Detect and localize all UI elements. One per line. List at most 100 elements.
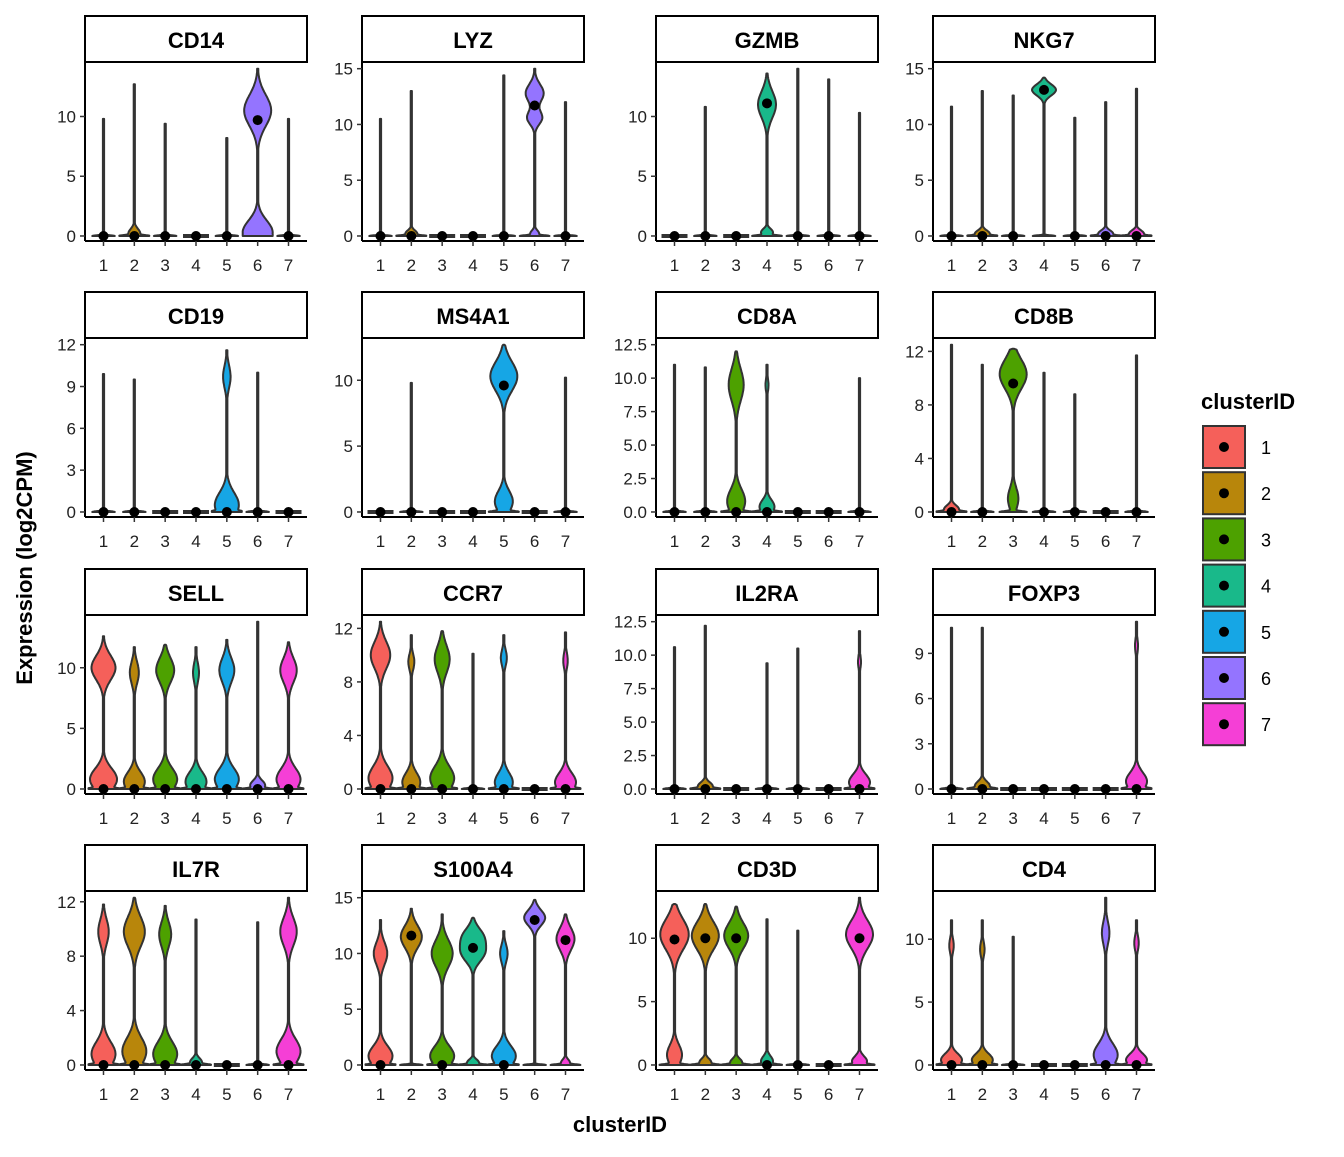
median-point bbox=[129, 230, 140, 241]
y-tick-label: 5.0 bbox=[623, 436, 647, 455]
median-point bbox=[160, 1059, 171, 1070]
facet-title: CD4 bbox=[1022, 857, 1067, 882]
median-point bbox=[1069, 230, 1080, 241]
x-tick-label: 3 bbox=[731, 809, 740, 828]
violin-cluster-3 bbox=[149, 904, 182, 1070]
y-tick-label: 6 bbox=[915, 690, 924, 709]
violin-cluster-5 bbox=[487, 634, 520, 794]
violin-body bbox=[1031, 371, 1057, 513]
median-point bbox=[221, 783, 232, 794]
violin-cluster-3 bbox=[1000, 783, 1027, 794]
violin-cluster-1 bbox=[364, 620, 397, 794]
violin-body bbox=[395, 634, 428, 790]
median-point bbox=[792, 1059, 803, 1070]
y-tick-label: 7.5 bbox=[623, 403, 647, 422]
y-tick-label: 9 bbox=[915, 644, 924, 663]
violin-cluster-5 bbox=[487, 930, 520, 1070]
x-tick-label: 2 bbox=[978, 809, 987, 828]
median-point bbox=[731, 506, 742, 517]
y-tick-label: 0 bbox=[67, 227, 76, 246]
median-point bbox=[1100, 783, 1111, 794]
y-tick-label: 9 bbox=[67, 378, 76, 397]
violin-body bbox=[368, 117, 393, 237]
violin-cluster-3 bbox=[152, 122, 178, 241]
y-tick-label: 5 bbox=[915, 993, 924, 1012]
violin-body bbox=[272, 896, 305, 1066]
median-point bbox=[191, 506, 201, 517]
y-tick-label: 0 bbox=[638, 227, 647, 246]
violin-cluster-4 bbox=[1031, 1059, 1057, 1070]
x-tick-label: 6 bbox=[253, 532, 262, 551]
violin-cluster-6 bbox=[1092, 506, 1119, 517]
x-tick-label: 6 bbox=[530, 1085, 539, 1104]
median-point bbox=[283, 230, 294, 241]
facet-strip bbox=[655, 291, 879, 339]
facet-strip bbox=[655, 15, 879, 63]
y-tick-label: 5 bbox=[67, 719, 76, 738]
facet-strip bbox=[84, 291, 308, 339]
x-tick-label: 7 bbox=[1132, 809, 1141, 828]
x-tick-label: 1 bbox=[376, 1085, 385, 1104]
median-point bbox=[977, 783, 988, 794]
violin-body bbox=[364, 620, 397, 790]
y-tick-label: 4 bbox=[915, 449, 924, 468]
violin-body bbox=[693, 366, 718, 513]
median-point bbox=[762, 506, 772, 517]
violin-body bbox=[1124, 354, 1149, 513]
violin-body bbox=[549, 631, 582, 790]
x-tick-label: 1 bbox=[947, 532, 956, 551]
median-point bbox=[946, 230, 957, 241]
violin-body bbox=[87, 903, 120, 1066]
violin-cluster-6 bbox=[815, 506, 842, 517]
violin-cluster-1 bbox=[662, 646, 687, 794]
violin-cluster-4 bbox=[751, 72, 783, 237]
median-point bbox=[977, 506, 988, 517]
violin-body bbox=[1031, 76, 1057, 237]
x-tick-label: 4 bbox=[762, 532, 771, 551]
y-tick-label: 8 bbox=[67, 947, 76, 966]
violin-cluster-2 bbox=[966, 919, 999, 1070]
median-point bbox=[129, 506, 140, 517]
legend-label: 4 bbox=[1261, 577, 1271, 597]
median-point bbox=[1008, 783, 1019, 794]
x-tick-label: 7 bbox=[284, 809, 293, 828]
violin-cluster-6 bbox=[245, 921, 270, 1070]
violin-body bbox=[693, 105, 718, 237]
median-point bbox=[221, 230, 232, 241]
violin-body bbox=[549, 913, 582, 1066]
facet-title: CD14 bbox=[168, 28, 225, 53]
violin-cluster-5 bbox=[785, 67, 811, 241]
violin-body bbox=[491, 74, 517, 237]
y-tick-label: 10 bbox=[628, 929, 647, 948]
median-point bbox=[529, 100, 540, 111]
violin-cluster-7 bbox=[549, 631, 582, 794]
facet-panel-ms4a1: MS4A1 0 5 10 1 2 3 4 5 6 7 bbox=[334, 291, 585, 551]
violin-body bbox=[1062, 116, 1088, 237]
violin-body bbox=[843, 630, 876, 790]
facet-panel-cd14: CD14 0 5 10 1 2 3 4 5 6 7 bbox=[57, 15, 308, 275]
violin-body bbox=[118, 83, 151, 237]
median-point bbox=[283, 783, 294, 794]
median-point bbox=[160, 230, 171, 241]
facet-panel-cd3d: CD3D 0 5 10 1 2 3 4 5 6 7 bbox=[628, 844, 879, 1104]
violin-cluster-6 bbox=[518, 67, 551, 237]
violin-body bbox=[214, 137, 240, 237]
violin-cluster-3 bbox=[723, 783, 750, 794]
median-point bbox=[700, 933, 711, 944]
median-point bbox=[529, 506, 540, 517]
facet-title: CD8A bbox=[737, 304, 797, 329]
violin-cluster-3 bbox=[723, 230, 750, 241]
median-point bbox=[375, 230, 386, 241]
violin-body bbox=[399, 381, 424, 513]
violin-body bbox=[966, 626, 999, 790]
median-point bbox=[252, 1059, 263, 1070]
x-tick-label: 6 bbox=[1101, 809, 1110, 828]
violin-cluster-1 bbox=[658, 903, 691, 1066]
x-tick-label: 6 bbox=[824, 532, 833, 551]
violin-body bbox=[487, 634, 520, 790]
facet-title: SELL bbox=[168, 581, 224, 606]
x-tick-label: 4 bbox=[468, 256, 477, 275]
legend-point-icon bbox=[1219, 626, 1229, 637]
x-tick-label: 4 bbox=[191, 532, 200, 551]
violin-cluster-3 bbox=[426, 630, 459, 794]
